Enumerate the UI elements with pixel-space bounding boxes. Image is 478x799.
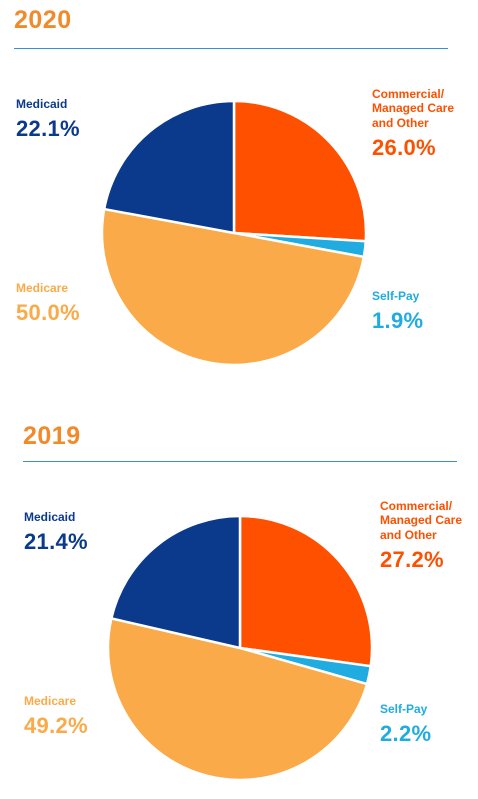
pie-slice-commercial (232, 99, 368, 243)
label-name: Commercial/ Managed Care and Other (372, 87, 455, 130)
label-commercial: Commercial/ Managed Care and Other 26.0% (372, 87, 454, 162)
label-value: 26.0% (372, 135, 436, 161)
label-value: 21.4% (24, 529, 88, 555)
pie-slice-commercial (238, 514, 374, 668)
pie-slice-medicaid (110, 514, 242, 650)
pie-slice-medicare (106, 617, 369, 782)
label-selfpay: Self-Pay 1.9% (372, 289, 423, 335)
label-selfpay: Self-Pay 2.2% (380, 702, 431, 748)
title-divider (23, 461, 457, 462)
label-value: 1.9% (372, 308, 424, 334)
label-value: 27.2% (380, 547, 444, 573)
label-medicaid: Medicaid 21.4% (24, 510, 88, 556)
chart-2019: 2019 Medicaid 21.4% Commercial/ Managed … (0, 410, 478, 799)
label-value: 22.1% (16, 116, 80, 142)
label-name: Commercial/ Managed Care and Other (380, 499, 463, 542)
label-name: Medicare (24, 694, 77, 708)
label-value: 2.2% (380, 721, 432, 747)
label-name: Medicare (16, 281, 69, 295)
label-commercial: Commercial/ Managed Care and Other 27.2% (380, 499, 462, 574)
label-name: Medicaid (24, 510, 76, 524)
label-name: Medicaid (16, 97, 68, 111)
pie-chart (100, 99, 368, 367)
title-divider (14, 48, 448, 49)
label-value: 50.0% (16, 300, 80, 326)
chart-2020: 2020 Medicaid 22.1% Commercial/ Managed … (14, 6, 454, 367)
pie-slice-medicaid (102, 99, 236, 235)
chart-title: 2020 (14, 6, 72, 34)
label-name: Self-Pay (372, 289, 420, 303)
label-value: 49.2% (24, 713, 88, 739)
label-name: Self-Pay (380, 702, 428, 716)
pie-chart (106, 514, 374, 782)
label-medicaid: Medicaid 22.1% (16, 97, 80, 143)
chart-title: 2019 (23, 422, 81, 450)
label-medicare: Medicare 49.2% (24, 694, 88, 740)
pie-slice-medicare (100, 207, 366, 367)
label-medicare: Medicare 50.0% (16, 281, 80, 327)
